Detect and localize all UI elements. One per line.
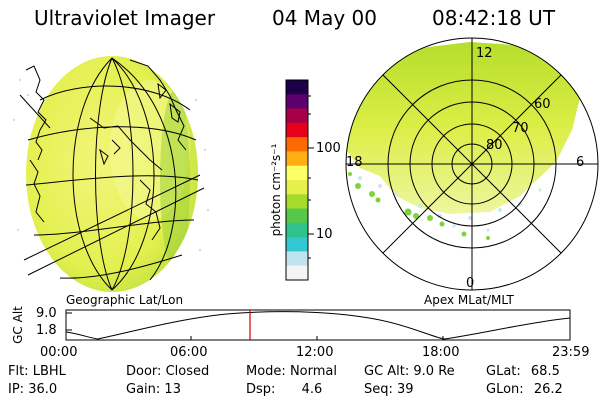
time-tick-1200: 12:00 xyxy=(296,345,334,360)
status-gc-alt-label: GC Alt: xyxy=(364,364,410,379)
status-ip-value: 36.0 xyxy=(28,382,58,397)
status-seq: Seq: 39 xyxy=(364,383,414,396)
geographic-panel-label: Geographic Lat/Lon xyxy=(66,293,184,307)
status-mode-value: Normal xyxy=(289,364,337,379)
status-gc-alt: GC Alt: 9.0 Re xyxy=(364,365,455,378)
status-glat-label: GLat: xyxy=(486,364,521,379)
status-flt-label: Flt: xyxy=(8,364,29,379)
colorbar-cell xyxy=(286,237,308,252)
mlat-label-60: 60 xyxy=(534,97,551,112)
polar-panel xyxy=(345,37,599,291)
mlt-label-0: 0 xyxy=(466,276,475,291)
colorbar-cell xyxy=(286,151,308,167)
time-tick-1800: 18:00 xyxy=(422,345,460,360)
colorbar-cell xyxy=(286,251,308,267)
altitude-axis-label: GC Alt xyxy=(11,306,25,344)
status-ip: IP: 36.0 xyxy=(8,383,57,396)
altitude-ytick-1-8: 1.8 xyxy=(36,323,57,338)
colorbar-cell xyxy=(286,194,308,210)
colorbar-tick-label-100: 100 xyxy=(316,141,341,156)
status-door-label: Door: xyxy=(126,364,162,379)
status-seq-value: 39 xyxy=(397,382,414,397)
colorbar-cell xyxy=(286,180,308,195)
status-mode: Mode: Normal xyxy=(246,365,337,378)
colorbar-cell xyxy=(286,137,308,152)
status-mode-label: Mode: xyxy=(246,364,286,379)
altitude-ytick-9: 9.0 xyxy=(36,306,57,321)
colorbar-cell xyxy=(286,108,308,124)
polar-panel-label: Apex MLat/MLT xyxy=(424,293,514,307)
status-seq-label: Seq: xyxy=(364,382,393,397)
status-gain: Gain: 13 xyxy=(126,383,181,396)
altitude-plot-frame xyxy=(65,309,571,341)
geographic-panel xyxy=(12,56,210,292)
status-ip-label: IP: xyxy=(8,382,25,397)
mlt-label-6: 6 xyxy=(576,155,585,170)
status-glon-value: 26.2 xyxy=(533,382,563,397)
altitude-plot xyxy=(65,309,571,341)
mlt-label-18: 18 xyxy=(346,155,363,170)
colorbar-cell xyxy=(286,165,308,181)
status-flt: Flt: LBHL xyxy=(8,365,66,378)
colorbar-cell xyxy=(286,80,308,95)
status-door-value: Closed xyxy=(165,364,210,379)
colorbar-cell xyxy=(286,265,308,281)
mlt-label-12: 12 xyxy=(476,46,493,61)
time-tick-0600: 06:00 xyxy=(170,345,208,360)
colorbar-tick-label-10: 10 xyxy=(316,227,333,242)
status-gain-value: 13 xyxy=(164,382,181,397)
status-flt-value: LBHL xyxy=(32,364,66,379)
status-dsp: Dsp: 4.6 xyxy=(246,383,322,396)
status-door: Door: Closed xyxy=(126,365,209,378)
status-glon: GLon: 26.2 xyxy=(486,383,563,396)
status-glat: GLat: 68.5 xyxy=(486,365,560,378)
time-tick-0000: 00:00 xyxy=(40,345,78,360)
status-glon-label: GLon: xyxy=(486,382,524,397)
time-label: 08:42:18 UT xyxy=(432,6,556,30)
status-dsp-value: 4.6 xyxy=(301,382,323,397)
status-glat-value: 68.5 xyxy=(530,364,560,379)
colorbar-unit-label: photon cm⁻²s⁻¹ xyxy=(269,143,283,237)
status-gc-alt-value: 9.0 Re xyxy=(413,364,455,379)
colorbar-cell xyxy=(286,222,308,238)
mlat-label-80: 80 xyxy=(486,138,503,153)
colorbar-cell xyxy=(286,122,308,138)
mlat-label-70: 70 xyxy=(512,121,529,136)
altitude-curve xyxy=(65,311,571,340)
colorbar xyxy=(285,79,314,281)
date-label: 04 May 00 xyxy=(272,6,377,30)
status-dsp-label: Dsp: xyxy=(246,382,276,397)
status-gain-label: Gain: xyxy=(126,382,161,397)
time-tick-2359: 23:59 xyxy=(552,345,590,360)
colorbar-cell xyxy=(286,94,308,110)
app-title: Ultraviolet Imager xyxy=(34,6,216,30)
colorbar-cell xyxy=(286,208,308,224)
